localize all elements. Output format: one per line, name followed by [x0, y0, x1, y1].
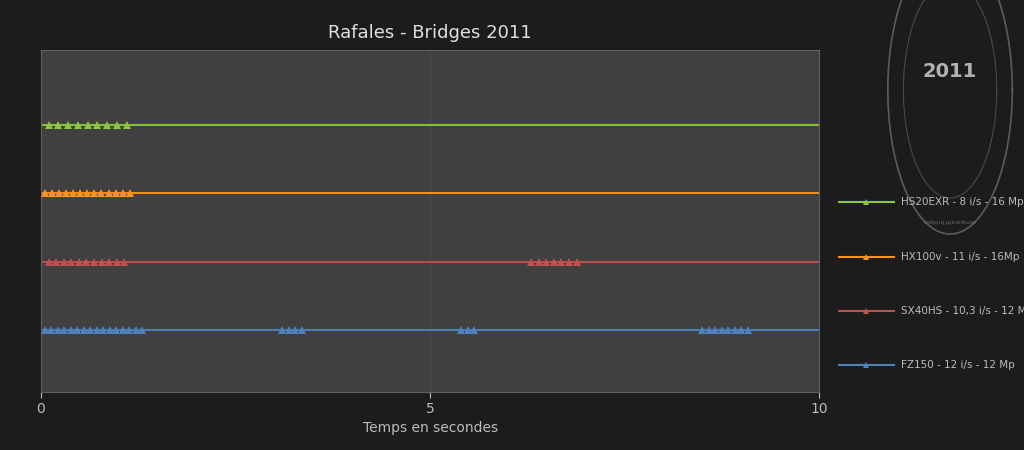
X-axis label: Temps en secondes: Temps en secondes — [362, 422, 498, 436]
Text: comparatif bridges: comparatif bridges — [924, 218, 976, 223]
Text: SX40HS - 10,3 i/s - 12 Mp: SX40HS - 10,3 i/s - 12 Mp — [901, 306, 1024, 315]
Text: HX100v - 11 i/s - 16Mp: HX100v - 11 i/s - 16Mp — [901, 252, 1020, 261]
Text: 2011: 2011 — [923, 63, 977, 81]
Text: HS20EXR - 8 i/s - 16 Mp: HS20EXR - 8 i/s - 16 Mp — [901, 198, 1024, 207]
Text: FZ150 - 12 i/s - 12 Mp: FZ150 - 12 i/s - 12 Mp — [901, 360, 1015, 369]
Title: Rafales - Bridges 2011: Rafales - Bridges 2011 — [329, 24, 531, 42]
